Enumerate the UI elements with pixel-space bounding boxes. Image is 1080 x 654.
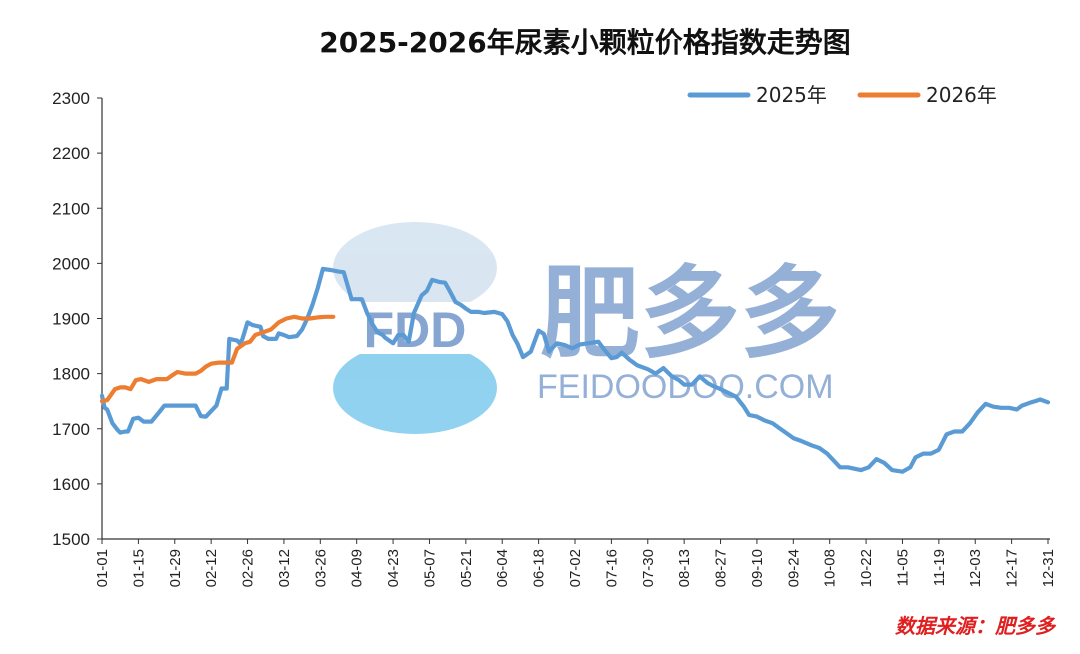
y-tick-label: 2100 bbox=[52, 199, 90, 218]
y-tick-label: 1700 bbox=[52, 420, 90, 439]
x-tick-label: 04-09 bbox=[349, 549, 366, 587]
x-tick-label: 07-30 bbox=[640, 549, 657, 587]
y-tick-label: 2200 bbox=[52, 144, 90, 163]
watermark-brand-cn: 肥多多 bbox=[540, 255, 840, 372]
x-tick-label: 06-18 bbox=[531, 549, 548, 587]
x-tick-label: 12-17 bbox=[1004, 549, 1021, 587]
source-note: 数据来源：肥多多 bbox=[895, 614, 1057, 638]
legend: 2025年 2026年 bbox=[687, 83, 997, 107]
x-tick-label: 01-15 bbox=[130, 549, 147, 587]
x-tick-label: 08-27 bbox=[713, 549, 730, 587]
x-tick-label: 01-01 bbox=[94, 549, 111, 587]
y-tick-label: 1500 bbox=[52, 530, 90, 549]
x-tick-label: 02-26 bbox=[240, 549, 257, 587]
x-tick-label: 04-23 bbox=[385, 549, 402, 587]
x-tick-label: 11-05 bbox=[894, 549, 911, 586]
x-tick-label: 10-22 bbox=[858, 549, 875, 587]
legend-label-2026: 2026年 bbox=[926, 83, 997, 107]
y-tick-label: 1600 bbox=[52, 475, 90, 494]
chart-title: 2025-2026年尿素小颗粒价格指数走势图 bbox=[319, 26, 850, 59]
legend-label-2025: 2025年 bbox=[756, 83, 827, 107]
x-tick-label: 12-31 bbox=[1040, 549, 1057, 587]
x-tick-label: 06-04 bbox=[494, 549, 511, 587]
watermark-logo-bottom bbox=[333, 342, 497, 434]
watermark: FDD 肥多多 FEIDOODOO.COM bbox=[333, 222, 840, 434]
y-tick-label: 1900 bbox=[52, 310, 90, 329]
x-tick-label: 07-16 bbox=[603, 549, 620, 587]
x-tick-label: 05-07 bbox=[421, 549, 438, 587]
x-tick-label: 08-13 bbox=[676, 549, 693, 587]
series-line-2026 bbox=[99, 314, 336, 404]
y-axis: 1500 1600 1700 1800 1900 2000 2100 2200 2300 bbox=[52, 89, 102, 549]
x-tick-label: 01-29 bbox=[167, 549, 184, 587]
x-tick-label: 11-19 bbox=[931, 549, 948, 586]
series-layer bbox=[99, 266, 1051, 474]
x-tick-label: 12-03 bbox=[967, 549, 984, 587]
x-tick-label: 03-26 bbox=[312, 549, 329, 587]
x-tick-label: 03-12 bbox=[276, 549, 293, 587]
x-tick-label: 05-21 bbox=[458, 549, 475, 587]
x-tick-label: 10-08 bbox=[822, 549, 839, 587]
series-line-2025 bbox=[99, 266, 1051, 474]
y-tick-label: 2300 bbox=[52, 89, 90, 108]
x-axis: 01-01 01-15 01-29 02-12 02-26 03-12 03-26 04-09… bbox=[94, 539, 1057, 587]
watermark-logo-top bbox=[333, 222, 497, 314]
x-tick-label: 09-24 bbox=[785, 549, 802, 587]
y-tick-label: 2000 bbox=[52, 254, 90, 273]
x-tick-label: 02-12 bbox=[203, 549, 220, 587]
x-tick-label: 07-02 bbox=[567, 549, 584, 587]
watermark-brand-url: FEIDOODOO.COM bbox=[537, 368, 834, 406]
x-tick-label: 09-10 bbox=[749, 549, 766, 587]
y-tick-label: 1800 bbox=[52, 365, 90, 384]
